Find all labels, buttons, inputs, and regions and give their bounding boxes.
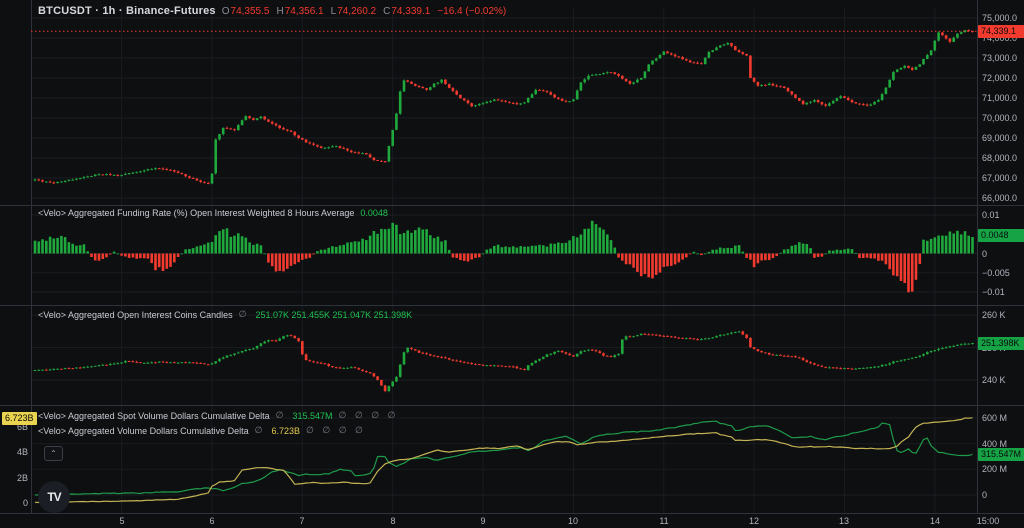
time-axis-label: 13 [838,516,850,526]
oi-pane-title[interactable]: <Velo> Aggregated Open Interest Coins Ca… [38,309,412,320]
oi-title-text: <Velo> Aggregated Open Interest Coins Ca… [38,309,233,320]
time-axis-label: 9 [480,516,486,526]
vol-delta-value-badge: 6.723B [2,411,37,425]
tradingview-logo[interactable]: TV [38,481,70,513]
close-label: C [383,5,391,17]
oi-value-badge: 251.398K [978,336,1024,350]
hidden-plot-icon: ∅ [238,309,250,319]
delta-left-axis-label: 6B [16,422,28,432]
vol-delta-pane-title[interactable]: <Velo> Aggregated Volume Dollars Cumulat… [38,425,366,436]
funding-value-badge: 0.0048 [978,229,1024,243]
delta-left-axis-label: 0 [22,498,28,508]
funding-title-text: <Velo> Aggregated Funding Rate (%) Open … [38,208,355,218]
delta-axis-label: 400 M [982,439,1008,449]
time-axis-label: 15:00 [976,516,1000,526]
price-axis-label: 66,000.0 [982,193,1018,203]
time-axis-label: 7 [299,516,305,526]
spot-delta-pane-title[interactable]: <Velo> Aggregated Spot Volume Dollars Cu… [38,410,398,421]
time-axis-label: 14 [929,516,941,526]
time-axis-label: 12 [748,516,760,526]
price-axis-label: 73,000.0 [982,53,1018,63]
spot-delta-value: 315.547M [292,410,333,421]
last-price-badge: 74,339.1 [978,25,1024,39]
funding-pane-title[interactable]: <Velo> Aggregated Funding Rate (%) Open … [38,208,388,218]
funding-value: 0.0048 [360,208,388,218]
funding-axis-label: 0.01 [982,210,1000,220]
oi-axis-label: 260 K [982,310,1006,320]
vol-delta-value: 6.723B [271,425,301,436]
low-label: L [330,5,337,17]
open-label: O [221,5,230,17]
price-axis-label: 69,000.0 [982,133,1018,143]
funding-axis-label: −0.005 [982,268,1010,278]
ohlc-values: O74,355.5 H74,356.1 L74,260.2 C74,339.1 … [222,6,507,17]
vol-delta-title-text: <Velo> Aggregated Volume Dollars Cumulat… [38,425,249,436]
delta-axis-label: 0 [982,490,988,500]
delta-left-axis-label: 4B [16,447,28,457]
price-axis-label: 71,000.0 [982,93,1018,103]
chart-legend[interactable]: BTCUSDT · 1h · Binance-Futures O74,355.5… [38,5,506,17]
tradingview-logo-glyph: TV [47,490,61,504]
time-axis-label: 10 [567,516,579,526]
price-axis-label: 72,000.0 [982,73,1018,83]
pane-collapse-button[interactable]: ⌃ [44,446,63,461]
price-axis-label: 67,000.0 [982,173,1018,183]
funding-axis-label: 0 [982,249,988,259]
close-value: 74,339.1 [391,5,431,17]
time-axis-label: 11 [659,516,669,526]
spot-delta-title-text: <Velo> Aggregated Spot Volume Dollars Cu… [38,410,270,421]
delta-left-axis-label: 2B [16,473,28,483]
high-value: 74,356.1 [284,5,324,17]
time-axis-label: 5 [119,516,125,526]
delta-axis-label: 600 M [982,413,1008,423]
price-axis-label: 68,000.0 [982,153,1018,163]
oi-axis-label: 240 K [982,375,1006,385]
price-axis-label: 75,000.0 [982,13,1018,23]
time-axis-label: 8 [390,516,396,526]
hidden-plot-icon: ∅ [254,425,266,435]
open-value: 74,355.5 [230,5,270,17]
hidden-plots-icons: ∅ ∅ ∅ ∅ [306,425,366,435]
spot-delta-value-badge: 315.547M [978,448,1024,462]
funding-axis-label: −0.01 [982,287,1005,297]
oi-ohlc-values: 251.07K 251.455K 251.047K 251.398K [255,309,413,320]
change-value: −16.4 (−0.02%) [437,5,507,17]
high-label: H [276,5,284,17]
hidden-plot-icon: ∅ [275,410,287,420]
delta-axis-label: 200 M [982,464,1008,474]
low-value: 74,260.2 [337,5,377,17]
chevron-up-icon: ⌃ [50,449,57,458]
symbol-title[interactable]: BTCUSDT · 1h · Binance-Futures [38,5,216,17]
price-axis-label: 70,000.0 [982,113,1018,123]
time-axis-label: 6 [209,516,215,526]
hidden-plots-icons: ∅ ∅ ∅ ∅ [338,410,399,420]
